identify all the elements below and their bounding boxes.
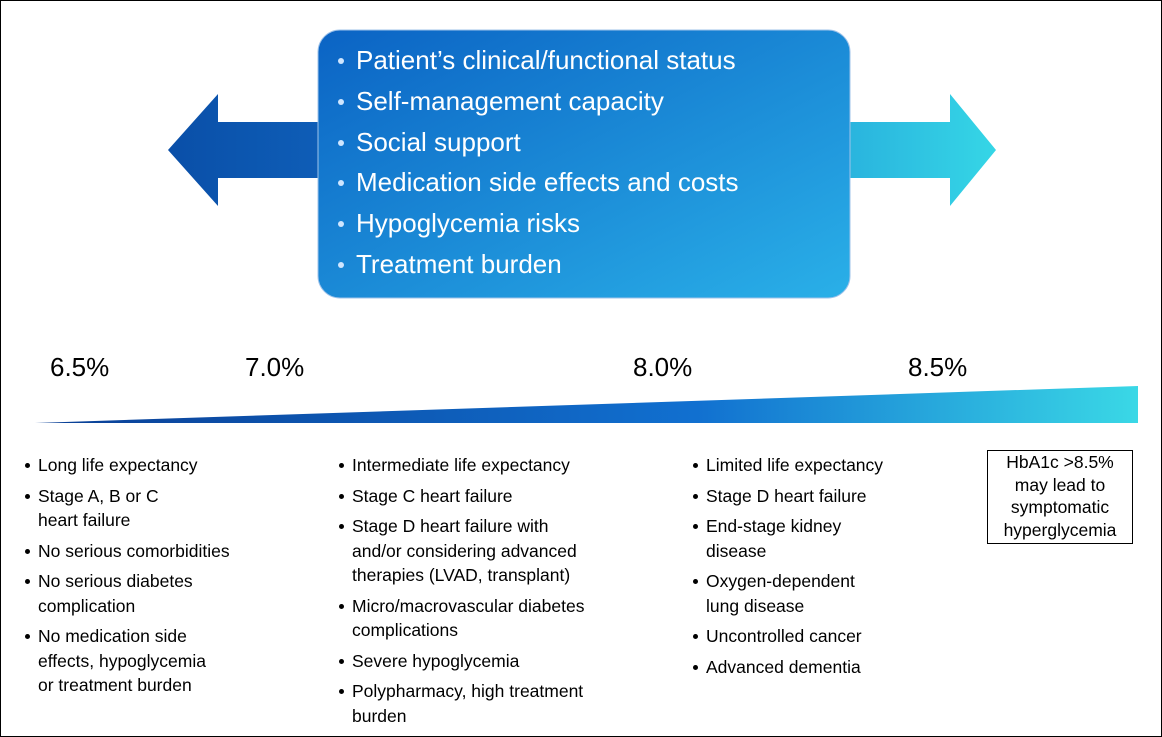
criteria-item: Long life expectancy [22,453,230,478]
item-line: No serious comorbidities [38,540,230,561]
criteria-item: Uncontrolled cancer [690,624,883,649]
factors-box: Patient’s clinical/functional status Self… [318,30,850,298]
criteria-item: Stage D heart failure with and/or conside… [336,514,584,588]
item-line: Long life expectancy [38,455,198,475]
threshold-label: 6.5% [50,352,110,382]
note-box: HbA1c >8.5% may lead to symptomatic hypergl… [987,450,1133,544]
criteria-item: Intermediate life expectancy [336,453,584,478]
criteria-column: Limited life expectancy Stage D heart fai… [690,453,883,685]
item-line: lung disease [706,595,805,616]
item-line: Severe hypoglycemia [352,650,520,671]
criteria-item: No serious comorbidities [22,539,230,564]
item-line: Stage D heart failure [706,485,867,506]
criteria-item: Stage C heart failure [336,484,584,509]
item-line: End-stage kidney [706,516,842,536]
item-line: and/or considering advanced [352,540,577,561]
criteria-item: Oxygen-dependent lung disease [690,569,883,618]
item-line: complication [38,595,136,616]
item-line: Oxygen-dependent [706,571,855,591]
factor-item: Medication side effects and costs [336,162,850,203]
factors-box-bg [317,29,851,299]
note-line: hyperglycemia [1003,519,1117,540]
item-line: No medication side [38,626,187,646]
criteria-item: Polypharmacy, high treatment burden [336,679,584,728]
factor-item: Hypoglycemia risks [336,203,850,244]
criteria-item: No serious diabetes complication [22,569,230,618]
gradient-wedge [35,386,1138,423]
factor-item: Treatment burden [336,244,850,285]
item-line: or treatment burden [38,675,192,695]
criteria-item: Severe hypoglycemia [336,649,584,674]
factor-item: Patient’s clinical/functional status [336,40,850,81]
item-line: Stage A, B or C [38,485,159,506]
factor-item: Self-management capacity [336,81,850,122]
criteria-item: Stage A, B or C heart failure [22,484,230,533]
note-line: HbA1c >8.5% [1006,452,1114,472]
factor-item: Social support [336,122,850,163]
item-line: Stage C heart failure [352,485,513,506]
criteria-item: Stage D heart failure [690,484,883,509]
threshold-label: 7.0% [245,352,305,382]
note-line: symptomatic [1010,497,1110,517]
item-line: Advanced dementia [706,656,861,677]
item-line: Uncontrolled cancer [706,626,862,646]
criteria-item: Micro/macrovascular diabetes complication… [336,594,584,643]
item-line: Polypharmacy, high treatment [352,681,584,701]
criteria-column: Intermediate life expectancy Stage C hear… [336,453,584,734]
item-line: therapies (LVAD, transplant) [352,565,571,585]
item-line: effects, hypoglycemia [38,650,206,671]
criteria-item: Limited life expectancy [690,453,883,478]
item-line: Intermediate life expectancy [352,455,570,475]
item-line: Stage D heart failure with [352,516,549,536]
threshold-label: 8.5% [908,352,968,382]
item-line: Limited life expectancy [706,455,884,475]
item-line: Micro/macrovascular diabetes [352,595,585,616]
threshold-label: 8.0% [633,352,693,382]
note-line: may lead to [1014,474,1106,495]
criteria-item: Advanced dementia [690,655,883,680]
criteria-column: Long life expectancy Stage A, B or C heart… [22,453,230,704]
criteria-item: No medication side effects, hypoglycemia o… [22,624,230,698]
item-line: complications [352,620,459,640]
item-line: No serious diabetes [38,571,193,591]
item-line: burden [352,705,407,726]
item-line: disease [706,540,767,561]
item-line: heart failure [38,510,131,530]
criteria-item: End-stage kidney disease [690,514,883,563]
